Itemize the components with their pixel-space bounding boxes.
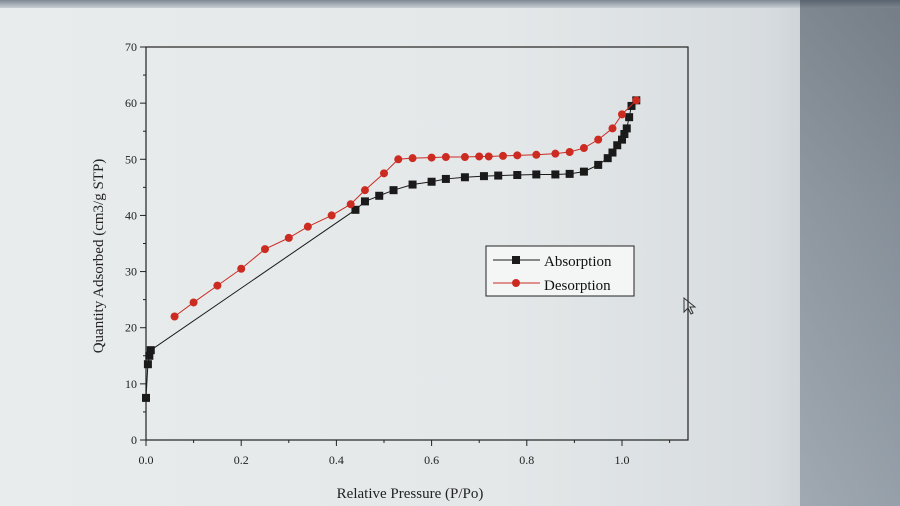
data-point-desorption — [170, 312, 179, 321]
data-point-absorption — [408, 180, 417, 189]
y-tick-label: 60 — [125, 96, 137, 110]
data-point-desorption — [460, 153, 469, 162]
x-tick-label: 0.2 — [234, 453, 249, 467]
legend-marker-absorption — [512, 256, 520, 264]
data-point-desorption — [441, 153, 450, 162]
data-point-desorption — [427, 153, 436, 162]
data-point-absorption — [608, 148, 617, 157]
data-point-desorption — [579, 144, 588, 153]
data-point-desorption — [532, 150, 541, 159]
mouse-cursor-icon — [683, 296, 697, 315]
series-group — [142, 96, 641, 402]
data-point-absorption — [532, 170, 541, 179]
legend-box — [485, 245, 635, 297]
data-point-absorption — [625, 113, 634, 122]
y-axis-title: Quantity Adsorbed (cm3/g STP) — [91, 159, 107, 354]
data-point-absorption — [479, 172, 488, 181]
y-tick-label: 40 — [125, 208, 137, 222]
data-point-absorption — [613, 141, 622, 150]
data-point-absorption — [565, 169, 574, 178]
data-point-absorption — [441, 174, 450, 183]
y-tick-label: 10 — [125, 377, 137, 391]
data-point-absorption — [460, 173, 469, 182]
data-point-desorption — [213, 281, 222, 290]
data-point-desorption — [475, 152, 484, 161]
data-point-absorption — [579, 167, 588, 176]
data-point-absorption — [427, 177, 436, 186]
data-point-absorption — [146, 346, 155, 355]
data-point-desorption — [380, 169, 388, 178]
data-point-absorption — [389, 186, 398, 195]
data-point-absorption — [551, 170, 560, 179]
data-point-absorption — [594, 160, 603, 169]
y-tick-label: 0 — [131, 433, 137, 447]
data-point-absorption — [145, 351, 154, 360]
data-point-desorption — [303, 222, 312, 231]
data-point-desorption — [261, 245, 269, 254]
data-point-absorption — [351, 205, 360, 214]
data-point-absorption — [360, 197, 369, 206]
legend-label-desorption: Desorption — [544, 278, 611, 294]
data-point-desorption — [499, 151, 507, 160]
data-point-absorption — [618, 135, 626, 144]
data-point-desorption — [565, 147, 574, 156]
x-tick-label: 0.0 — [139, 453, 154, 467]
data-point-absorption — [494, 171, 503, 180]
data-point-absorption — [620, 130, 629, 139]
data-point-absorption — [603, 154, 612, 163]
plot-area-frame — [145, 46, 689, 441]
x-tick-label: 1.0 — [615, 453, 630, 467]
legend-marker-desorption — [512, 279, 520, 287]
monitor-top-edge — [0, 0, 900, 8]
series-line-desorption — [174, 99, 637, 317]
data-point-desorption — [189, 298, 198, 307]
x-tick-label: 0.4 — [329, 453, 344, 467]
data-point-absorption — [622, 124, 631, 133]
data-point-desorption — [360, 186, 369, 195]
data-point-desorption — [394, 155, 403, 164]
x-tick-label: 0.6 — [424, 453, 439, 467]
data-point-desorption — [551, 149, 560, 158]
monitor-right-edge — [800, 0, 900, 506]
data-point-desorption — [632, 96, 641, 105]
x-tick-label: 0.8 — [519, 453, 534, 467]
data-point-desorption — [618, 110, 626, 119]
data-point-absorption — [627, 101, 636, 110]
data-point-absorption — [375, 191, 384, 200]
data-point-desorption — [237, 264, 246, 273]
data-point-desorption — [484, 152, 493, 161]
data-point-desorption — [408, 154, 417, 163]
legend: Absorption Desorption — [485, 245, 635, 297]
data-point-desorption — [327, 211, 336, 220]
y-tick-label: 50 — [125, 152, 137, 166]
plot-frame-group — [145, 46, 689, 441]
data-point-desorption — [346, 200, 355, 209]
data-point-absorption — [513, 171, 522, 180]
y-tick-label: 20 — [125, 321, 137, 335]
x-axis-title: Relative Pressure (P/Po) — [337, 486, 484, 502]
axis-ticks-group: 0 10 20 30 40 50 60 70 0.0 0.2 0.4 0.6 0.8 1.0 — [125, 40, 671, 467]
data-point-desorption — [594, 135, 603, 144]
legend-label-absorption: Absorption — [544, 254, 612, 270]
data-point-absorption — [142, 393, 150, 402]
data-point-desorption — [608, 124, 617, 133]
y-tick-label: 30 — [125, 265, 137, 279]
data-point-desorption — [513, 151, 522, 160]
data-point-desorption — [284, 233, 293, 242]
y-tick-label: 70 — [125, 40, 137, 54]
data-point-absorption — [143, 360, 152, 369]
